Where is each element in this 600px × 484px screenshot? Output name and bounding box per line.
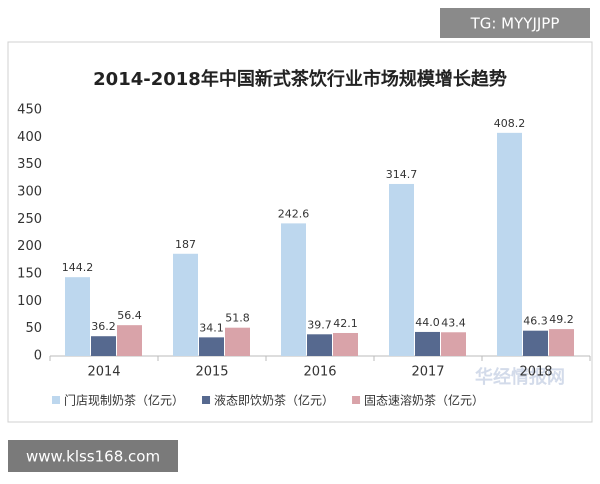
value-label: 44.0 xyxy=(415,316,440,329)
site-box xyxy=(8,440,178,472)
y-tick-label: 50 xyxy=(25,321,42,336)
bar xyxy=(523,330,548,356)
legend-label: 液态即饮奶茶（亿元） xyxy=(214,393,334,408)
value-label: 49.2 xyxy=(549,313,574,326)
bar xyxy=(65,277,90,356)
bar xyxy=(549,329,574,356)
value-label: 187 xyxy=(175,238,196,251)
bar xyxy=(225,327,250,356)
value-label: 42.1 xyxy=(333,317,358,330)
y-tick-label: 0 xyxy=(34,349,42,364)
bar xyxy=(173,253,198,356)
site-text: www.klss168.com xyxy=(26,448,160,466)
legend-label: 门店现制奶茶（亿元） xyxy=(64,393,184,408)
y-tick-label: 250 xyxy=(17,212,42,227)
x-tick-label: 2015 xyxy=(195,365,228,380)
bar xyxy=(307,334,332,356)
y-tick-label: 100 xyxy=(17,294,42,309)
value-label: 144.2 xyxy=(62,261,94,274)
x-tick-label: 2016 xyxy=(303,365,336,380)
bar xyxy=(497,132,522,356)
chart-title: 2014-2018年中国新式茶饮行业市场规模增长趋势 xyxy=(93,68,507,90)
y-tick-label: 350 xyxy=(17,157,42,172)
bar xyxy=(415,331,440,356)
value-label: 36.2 xyxy=(91,320,116,333)
value-label: 43.4 xyxy=(441,316,466,329)
y-tick-label: 400 xyxy=(17,130,42,145)
value-label: 46.3 xyxy=(523,315,548,328)
bar xyxy=(199,337,224,356)
value-label: 39.7 xyxy=(307,318,332,331)
value-label: 408.2 xyxy=(494,117,526,130)
tag-box xyxy=(440,8,590,38)
y-tick-label: 300 xyxy=(17,185,42,200)
value-label: 51.8 xyxy=(225,312,250,325)
x-tick-label: 2014 xyxy=(87,365,120,380)
value-label: 242.6 xyxy=(278,207,310,220)
bar xyxy=(117,325,142,356)
value-label: 314.7 xyxy=(386,168,418,181)
legend-label: 固态速溶奶茶（亿元） xyxy=(364,393,484,408)
value-label: 56.4 xyxy=(117,309,142,322)
legend-swatch xyxy=(202,396,211,404)
x-tick-label: 2017 xyxy=(411,365,444,380)
y-tick-label: 200 xyxy=(17,239,42,254)
bar xyxy=(389,183,414,356)
y-tick-label: 450 xyxy=(17,103,42,118)
tag-text: TG: MYYJJPP xyxy=(470,15,560,33)
bar xyxy=(281,223,306,356)
brand-watermark: 华经情报网 xyxy=(475,366,565,388)
bar xyxy=(91,336,116,356)
x-tick-label: 2018 xyxy=(519,365,552,380)
legend-swatch xyxy=(52,396,60,404)
y-tick-label: 150 xyxy=(17,267,42,282)
legend-swatch xyxy=(352,396,361,404)
value-label: 34.1 xyxy=(199,321,224,334)
bar xyxy=(333,332,358,356)
bar xyxy=(441,332,466,356)
